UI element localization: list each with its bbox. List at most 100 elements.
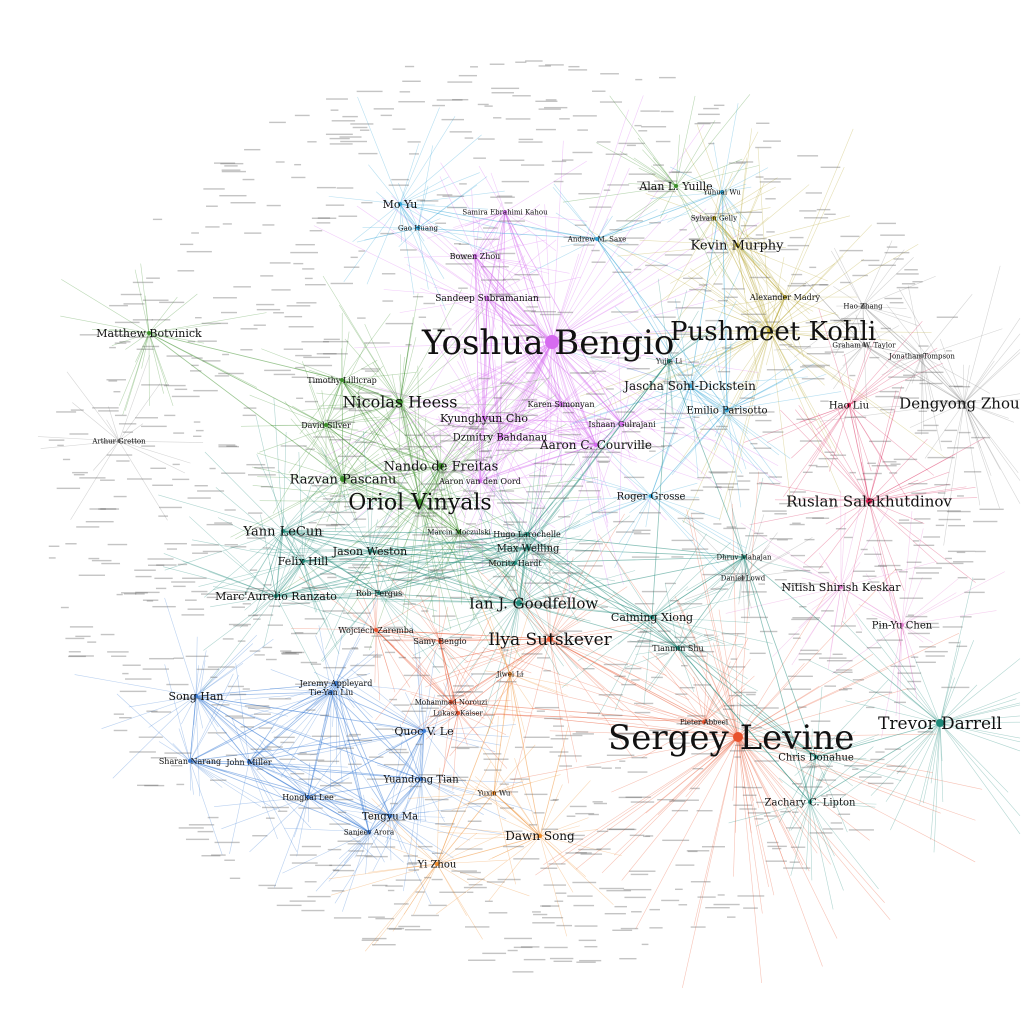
- author-node-dot: [861, 304, 865, 308]
- coauthor-edge: [825, 500, 870, 525]
- minor-author-label-mark: [387, 473, 409, 475]
- coauthor-edge: [539, 835, 568, 937]
- minor-author-label-mark: [211, 854, 226, 856]
- minor-author-label-mark: [657, 799, 674, 801]
- minor-author-label-mark: [65, 543, 77, 545]
- minor-author-label-mark: [385, 885, 403, 887]
- minor-author-label-mark: [503, 278, 520, 281]
- minor-author-label-mark: [947, 550, 976, 553]
- author-name-label: Bowen Zhou: [450, 252, 501, 261]
- author-name-label: Timothy Lillicrap: [307, 376, 376, 385]
- minor-author-label-mark: [402, 80, 421, 82]
- coauthor-edge: [37, 436, 120, 442]
- minor-author-label-mark: [913, 544, 935, 547]
- minor-author-label-mark: [355, 441, 376, 444]
- author-node-dot: [900, 623, 904, 627]
- minor-author-label-mark: [606, 451, 621, 454]
- minor-author-label-mark: [371, 944, 396, 946]
- minor-author-label-mark: [330, 282, 353, 285]
- coauthor-edge: [690, 514, 739, 738]
- coauthor-edge: [876, 551, 903, 626]
- coauthor-edge: [617, 339, 623, 425]
- coauthor-edge: [713, 142, 723, 193]
- minor-author-label-mark: [350, 664, 375, 667]
- coauthor-edge: [248, 725, 275, 763]
- coauthor-edge: [458, 776, 541, 837]
- coauthor-edge: [389, 811, 430, 817]
- author-node: Yuhuai Wu: [702, 188, 741, 196]
- coauthor-edge: [486, 297, 552, 374]
- coauthor-edge: [680, 556, 745, 614]
- coauthor-edge: [118, 440, 204, 443]
- author-node-dot: [473, 254, 477, 258]
- minor-author-label-mark: [290, 772, 305, 775]
- coauthor-edge: [595, 417, 656, 446]
- author-node-dot: [374, 628, 378, 632]
- coauthor-edge: [535, 341, 553, 575]
- coauthor-edge: [436, 767, 441, 865]
- author-node: Rob Fergus: [356, 589, 403, 598]
- author-node-dot: [482, 416, 486, 420]
- minor-author-label-mark: [614, 675, 626, 678]
- coauthor-edge: [335, 673, 371, 684]
- coauthor-edge: [900, 334, 923, 357]
- coauthor-edge: [811, 586, 842, 611]
- author-node-dot: [712, 216, 716, 220]
- coauthor-edge: [677, 643, 744, 649]
- minor-author-label-mark: [824, 351, 844, 353]
- cluster-edge: [248, 761, 391, 817]
- coauthor-edge: [427, 211, 506, 239]
- minor-author-label-mark: [258, 589, 276, 592]
- minor-node-layer: [48, 60, 1004, 973]
- coauthor-edge: [263, 595, 277, 647]
- minor-author-label-mark: [393, 704, 410, 706]
- coauthor-edge: [335, 663, 359, 684]
- minor-author-label-mark: [303, 356, 331, 359]
- coauthor-edge: [255, 416, 284, 532]
- minor-author-label-mark: [736, 580, 751, 582]
- coauthor-edge: [815, 731, 856, 758]
- minor-author-label-mark: [100, 479, 115, 481]
- minor-author-label-mark: [618, 723, 628, 726]
- coauthor-edge: [269, 562, 277, 597]
- minor-author-label-mark: [283, 348, 304, 350]
- minor-author-label-mark: [852, 679, 864, 681]
- minor-author-label-mark: [698, 113, 720, 116]
- coauthor-edge: [569, 715, 739, 738]
- coauthor-edge: [681, 520, 745, 558]
- cluster-edge: [479, 436, 501, 482]
- minor-author-label-mark: [451, 870, 477, 872]
- coauthor-edge: [943, 402, 965, 546]
- coauthor-edge: [415, 417, 485, 521]
- minor-author-label-mark: [601, 714, 623, 717]
- coauthor-edge: [282, 831, 370, 874]
- coauthor-edge: [366, 203, 401, 285]
- author-name-label: Jascha Sohl-Dickstein: [622, 379, 756, 393]
- cluster-edge: [479, 423, 623, 482]
- coauthor-edge: [721, 167, 769, 193]
- minor-author-label-mark: [401, 710, 427, 712]
- cluster-edge: [474, 255, 597, 446]
- coauthor-edge: [162, 566, 277, 597]
- coauthor-edge: [483, 341, 553, 405]
- coauthor-edge: [325, 424, 365, 486]
- coauthor-edge: [862, 240, 893, 307]
- author-name-label: Trevor Darrell: [878, 714, 1002, 734]
- coauthor-edge: [111, 332, 150, 346]
- coauthor-edge: [736, 128, 753, 246]
- minor-author-label-mark: [844, 536, 853, 539]
- coauthor-edge: [653, 157, 677, 187]
- coauthor-edge: [399, 367, 423, 403]
- minor-author-label-mark: [505, 118, 531, 120]
- minor-author-label-mark: [552, 798, 559, 801]
- cluster-edge: [650, 409, 728, 497]
- coauthor-edge: [555, 212, 598, 240]
- minor-author-label-mark: [755, 176, 764, 178]
- coauthor-edge: [419, 416, 427, 503]
- coauthor-edge: [809, 771, 823, 803]
- author-node: Max Welling: [497, 544, 560, 555]
- coauthor-edge: [309, 384, 344, 480]
- coauthor-edge: [963, 402, 1000, 509]
- coauthor-edge: [509, 673, 525, 733]
- coauthor-edge: [815, 756, 902, 782]
